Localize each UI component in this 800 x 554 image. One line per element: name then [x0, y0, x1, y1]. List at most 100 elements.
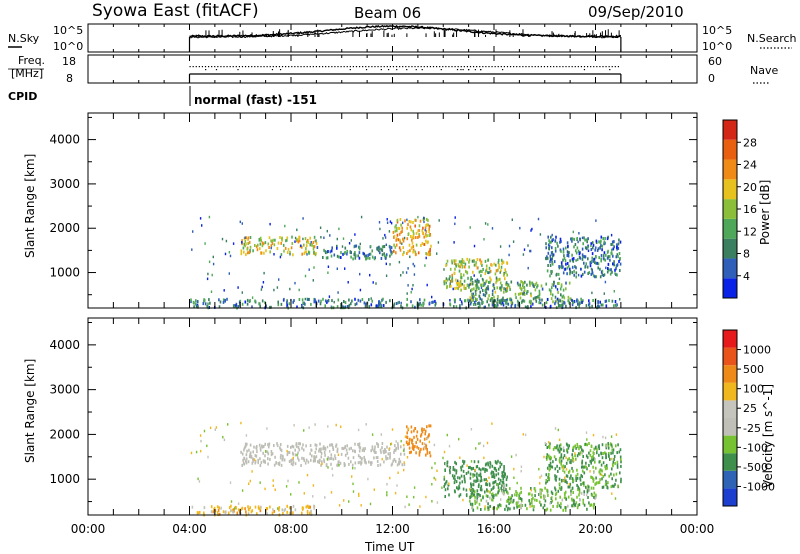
data-cell: [259, 304, 261, 308]
data-cell: [574, 265, 576, 269]
data-cell: [588, 271, 591, 275]
data-cell: [550, 258, 552, 262]
data-cell: [494, 467, 497, 470]
data-cell: [425, 217, 428, 221]
data-cell: [463, 461, 465, 465]
data-cell: [617, 242, 620, 246]
data-cell: [594, 275, 596, 279]
data-cell: [271, 452, 274, 456]
data-cell: [463, 477, 466, 481]
data-cell: [307, 504, 309, 508]
nave-dot: [346, 66, 348, 68]
data-cell: [422, 218, 425, 222]
nave-dot: [472, 66, 475, 68]
data-cell: [471, 278, 473, 281]
data-cell: [480, 283, 482, 287]
data-cell: [595, 445, 597, 449]
colorbar-tick-label: 12: [743, 225, 757, 238]
data-cell: [592, 299, 594, 302]
data-cell: [544, 441, 546, 445]
data-cell: [577, 273, 580, 277]
data-cell: [555, 475, 558, 479]
data-cell: [376, 456, 379, 460]
data-cell: [615, 444, 617, 448]
data-cell: [320, 447, 322, 451]
data-cell: [270, 453, 273, 457]
data-cell: [324, 250, 326, 253]
data-cell: [329, 457, 331, 461]
data-cell: [589, 453, 592, 457]
data-cell: [491, 263, 493, 267]
data-cell: [490, 278, 492, 282]
data-cell: [571, 298, 573, 302]
time-axis-labels: 00:00 04:00 08:00 12:00 16:00 20:00 00:00: [71, 522, 715, 536]
data-cell: [465, 269, 467, 273]
data-cell: [488, 266, 491, 270]
data-cell: [276, 442, 278, 446]
data-cell: [410, 450, 412, 454]
data-cell: [548, 454, 550, 458]
data-cell: [407, 250, 409, 254]
data-cell: [616, 460, 619, 464]
data-cell: [390, 221, 393, 225]
data-cell: [602, 452, 604, 455]
data-cell: [472, 303, 475, 306]
data-cell: [599, 246, 601, 250]
data-cell: [379, 247, 381, 251]
data-cell: [484, 505, 486, 508]
data-cell: [395, 224, 397, 227]
data-cell: [495, 263, 497, 267]
data-cell: [491, 227, 494, 230]
data-cell: [378, 221, 381, 224]
data-cell: [395, 243, 398, 247]
data-cell: [577, 299, 579, 303]
data-cell: [413, 435, 415, 439]
data-cell: [581, 475, 583, 479]
data-cell: [411, 287, 413, 291]
data-cell: [423, 298, 426, 302]
data-cell: [393, 458, 396, 461]
data-cell: [490, 263, 492, 267]
data-cell: [359, 288, 362, 292]
data-cell: [419, 505, 421, 508]
data-cell: [379, 251, 381, 255]
data-cell: [324, 304, 326, 308]
data-cell: [423, 235, 425, 239]
data-cell: [614, 482, 616, 486]
data-cell: [427, 223, 429, 227]
data-cell: [338, 255, 340, 259]
data-cell: [577, 249, 580, 253]
data-cell: [518, 504, 521, 508]
data-cell: [567, 495, 570, 499]
power-colorbar-label: Power [dB]: [758, 180, 772, 245]
data-cell: [505, 270, 507, 274]
data-cell: [476, 499, 479, 503]
data-cell: [577, 485, 579, 489]
data-cell: [588, 488, 591, 492]
data-cell: [256, 450, 258, 454]
freq-right-bottom-tick: 0: [708, 72, 715, 85]
data-cell: [538, 293, 541, 297]
data-cell: [359, 446, 362, 450]
data-cell: [389, 456, 391, 460]
nave-dot: [189, 66, 191, 68]
data-cell: [431, 300, 433, 304]
data-cell: [448, 277, 451, 281]
data-cell: [558, 438, 561, 442]
data-cell: [352, 490, 355, 493]
nave-dot: [462, 69, 464, 71]
data-cell: [535, 296, 538, 299]
data-cell: [479, 479, 482, 483]
data-cell: [500, 265, 503, 269]
data-cell: [497, 258, 500, 262]
data-cell: [562, 469, 564, 472]
data-cell: [587, 249, 590, 252]
data-cell: [581, 257, 584, 261]
data-cell: [606, 486, 609, 490]
data-cell: [313, 506, 315, 510]
data-cell: [510, 280, 513, 284]
nave-dot: [207, 66, 210, 68]
data-cell: [249, 506, 251, 510]
data-cell: [501, 490, 504, 494]
nave-dot: [608, 66, 610, 68]
